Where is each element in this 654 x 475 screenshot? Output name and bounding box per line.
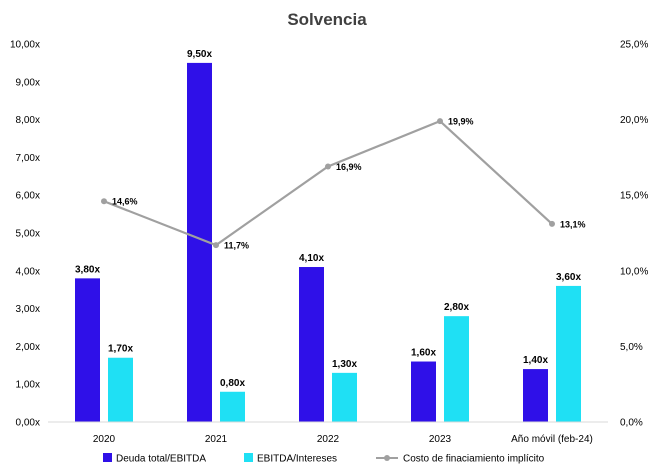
bar-data-label: 3,60x	[556, 272, 581, 283]
bar	[299, 267, 324, 422]
y-left-tick-label: 1,00x	[16, 380, 40, 391]
y-right-tick-label: 15,0%	[620, 191, 648, 202]
bar	[220, 391, 245, 422]
x-category-label: 2022	[317, 434, 340, 445]
legend-swatch	[244, 453, 253, 462]
line-point	[101, 198, 107, 205]
legend-swatch	[103, 453, 112, 462]
legend-label: Deuda total/EBITDA	[116, 454, 206, 465]
legend-marker	[384, 455, 390, 461]
bar	[411, 361, 436, 422]
y-left-tick-label: 7,00x	[16, 153, 40, 164]
x-category-label: Año móvil (feb-24)	[511, 434, 593, 445]
bar	[332, 372, 357, 422]
line-data-label: 11,7%	[224, 241, 249, 251]
bar-data-label: 1,70x	[108, 344, 133, 355]
bar	[444, 316, 469, 422]
bar-data-label: 1,40x	[523, 355, 548, 366]
bar	[523, 369, 548, 422]
bar-data-label: 1,60x	[411, 348, 436, 359]
y-left-tick-label: 2,00x	[16, 342, 40, 353]
line-data-label: 16,9%	[336, 162, 362, 172]
bar-data-label: 0,80x	[220, 378, 245, 389]
bar	[108, 357, 133, 422]
bar-data-label: 9,50x	[187, 49, 212, 60]
line-data-label: 14,6%	[112, 197, 138, 207]
y-left-tick-label: 8,00x	[16, 115, 40, 126]
y-left-tick-label: 0,00x	[16, 418, 40, 429]
y-right-tick-label: 20,0%	[620, 115, 648, 126]
x-category-label: 2023	[429, 434, 452, 445]
line-series	[101, 118, 555, 249]
legend-label: Costo de finaciamiento implícito	[403, 454, 545, 465]
series-line	[103, 119, 553, 247]
left-axis: 0,00x 1,00x 2,00x 3,00x 4,00x 5,00x 6,00x 7,00x…	[10, 40, 40, 429]
legend: Deuda total/EBITDA EBITDA/Intereses Costo …	[103, 453, 545, 465]
bar	[75, 278, 100, 422]
bar	[556, 285, 581, 422]
line-point	[437, 118, 443, 125]
bar-data-label: 1,30x	[332, 359, 357, 370]
line-point	[549, 220, 555, 227]
line-point	[325, 163, 331, 170]
line-data-label: 19,9%	[448, 117, 474, 127]
bar-data-label: 3,80x	[75, 264, 100, 275]
line-data-label: 13,1%	[560, 219, 586, 229]
y-left-tick-label: 10,00x	[10, 40, 40, 51]
y-left-tick-label: 4,00x	[16, 266, 40, 277]
y-left-tick-label: 3,00x	[16, 304, 40, 315]
right-axis: 0,0% 5,0% 10,0% 15,0% 20,0% 25,0%	[620, 40, 648, 429]
bar-data-label: 4,10x	[299, 253, 324, 264]
data-labels: 3,80x 9,50x 4,10x 1,60x 1,40x 1,70x 0,80x 1,30x…	[75, 49, 586, 389]
bar-data-label: 2,80x	[444, 302, 469, 313]
x-category-label: 2021	[205, 434, 228, 445]
y-left-tick-label: 6,00x	[16, 191, 40, 202]
y-left-tick-label: 5,00x	[16, 229, 40, 240]
y-right-tick-label: 10,0%	[620, 266, 648, 277]
chart-title: Solvencia	[287, 10, 367, 29]
y-right-tick-label: 5,0%	[620, 342, 643, 353]
x-category-label: 2020	[93, 434, 116, 445]
y-right-tick-label: 25,0%	[620, 40, 648, 51]
y-left-tick-label: 9,00x	[16, 77, 40, 88]
line-point	[213, 242, 219, 249]
legend-label: EBITDA/Intereses	[257, 454, 337, 465]
y-right-tick-label: 0,0%	[620, 418, 643, 429]
x-axis-categories: 2020 2021 2022 2023 Año móvil (feb-24)	[93, 434, 593, 445]
bar-series	[75, 62, 581, 423]
